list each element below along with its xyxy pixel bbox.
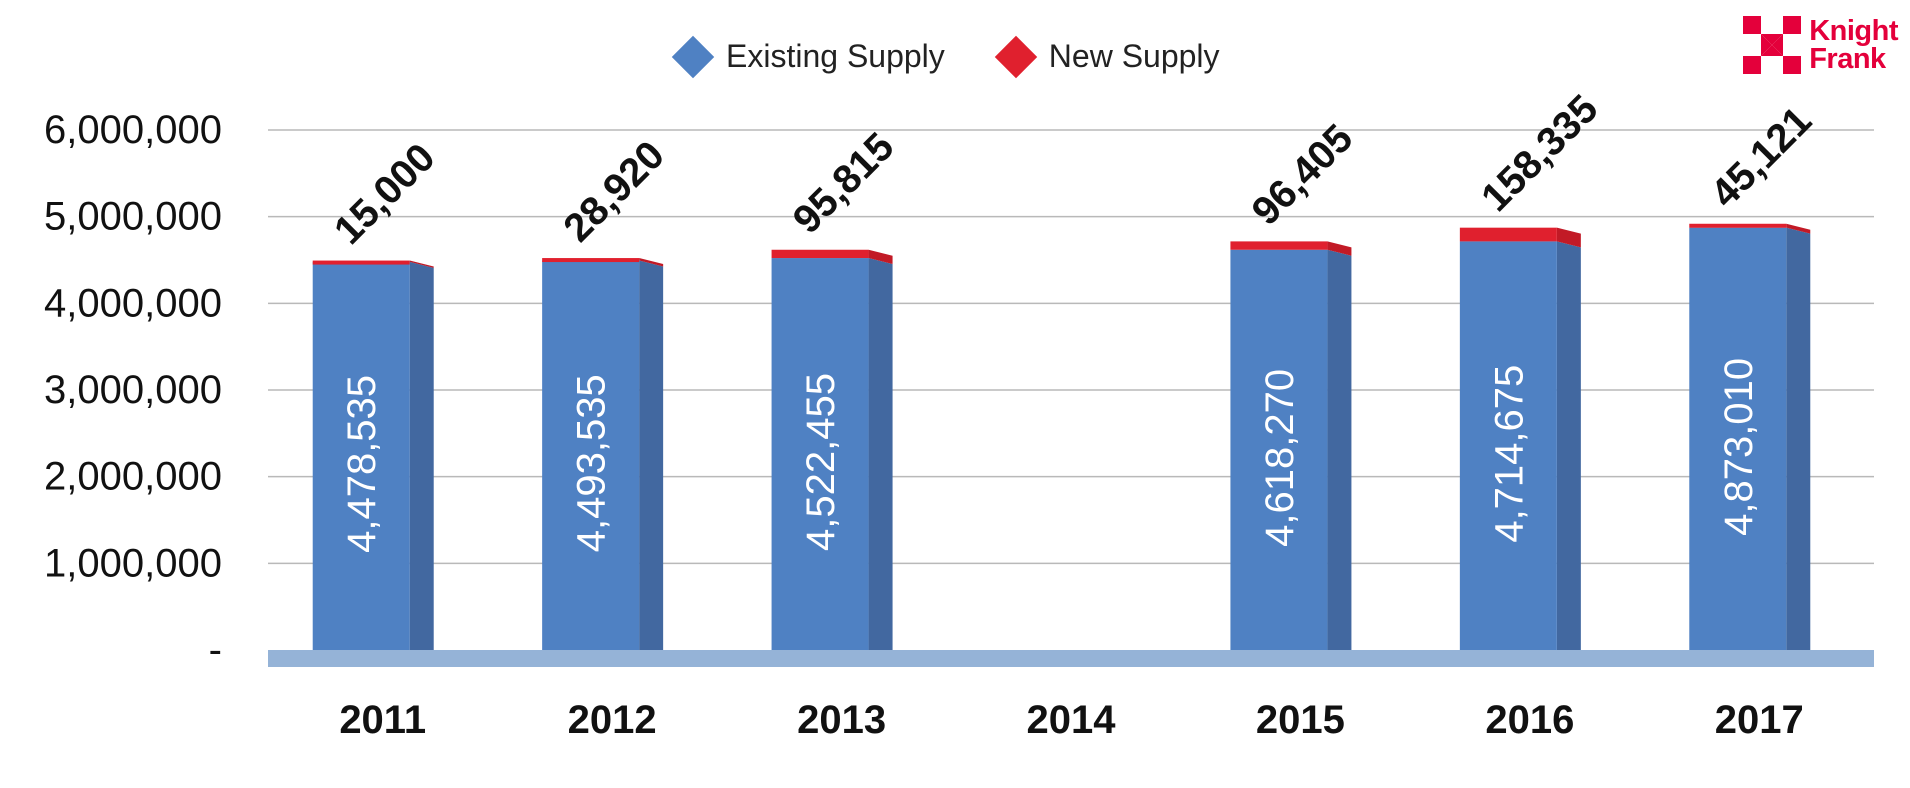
logo-text: Knight Frank <box>1809 15 1898 75</box>
new-supply-marker-icon <box>994 35 1037 78</box>
y-tick-label: 3,000,000 <box>44 368 222 412</box>
existing-supply-bar-side <box>1556 241 1581 650</box>
existing-supply-bar <box>1230 249 1328 650</box>
existing-supply-bar-side <box>639 260 664 650</box>
existing-supply-bar-side <box>409 261 434 650</box>
new-supply-bar-side <box>1556 227 1581 248</box>
x-tick-label: 2013 <box>797 698 886 742</box>
new-supply-value-label: 45,121 <box>1703 99 1821 217</box>
legend-item-existing-supply: Existing Supply <box>671 35 945 78</box>
existing-supply-bar <box>1459 241 1557 650</box>
x-tick-label: 2016 <box>1485 698 1574 742</box>
y-tick-label: 2,000,000 <box>44 455 222 499</box>
existing-supply-value-label: 4,493,535 <box>570 374 614 552</box>
chart-legend: Existing Supply New Supply <box>671 35 1220 78</box>
logo-text-line-2: Frank <box>1809 43 1886 75</box>
existing-supply-bar <box>542 260 640 650</box>
x-tick-label: 2011 <box>339 698 426 742</box>
new-supply-value-label: 95,815 <box>785 124 903 242</box>
chart-base-floor <box>268 650 1874 667</box>
existing-supply-value-label: 4,714,675 <box>1487 365 1531 543</box>
new-supply-value-label: 15,000 <box>326 135 444 253</box>
new-supply-value-label: 158,335 <box>1473 87 1606 220</box>
x-tick-label: 2012 <box>568 698 657 742</box>
new-supply-bar-side <box>1786 223 1811 234</box>
new-supply-bar-side <box>1327 241 1352 256</box>
existing-supply-bar-side <box>1327 249 1352 650</box>
existing-supply-value-label: 4,618,270 <box>1258 369 1302 547</box>
existing-supply-bar <box>1689 227 1787 650</box>
x-tick-label: 2017 <box>1715 698 1804 742</box>
existing-supply-value-label: 4,522,455 <box>799 373 843 551</box>
new-supply-value-label: 28,920 <box>555 133 673 251</box>
existing-supply-value-label: 4,873,010 <box>1717 358 1761 536</box>
logo-text-line-1: Knight <box>1809 15 1898 47</box>
existing-supply-marker-icon <box>671 35 715 78</box>
y-tick-label: - <box>209 628 222 672</box>
new-supply-bar <box>1230 241 1328 250</box>
legend-label-existing-supply: Existing Supply <box>726 38 945 74</box>
new-supply-bar-side <box>639 258 664 267</box>
existing-supply-value-label: 4,478,535 <box>340 375 384 553</box>
new-supply-bar <box>1459 227 1557 242</box>
x-tick-label: 2015 <box>1256 698 1345 742</box>
logo-mark-icon <box>1743 16 1802 74</box>
y-tick-label: 5,000,000 <box>44 195 222 239</box>
new-supply-bar <box>771 249 869 259</box>
existing-supply-bar-side <box>868 258 893 650</box>
y-tick-label: 4,000,000 <box>44 281 222 325</box>
x-tick-label: 2014 <box>1027 698 1117 742</box>
new-supply-bar <box>542 258 640 263</box>
legend-label-new-supply: New Supply <box>1048 38 1220 74</box>
new-supply-bar-side <box>409 260 434 268</box>
legend-item-new-supply: New Supply <box>994 35 1220 78</box>
y-tick-label: 6,000,000 <box>44 108 222 152</box>
new-supply-bar <box>1689 223 1787 228</box>
new-supply-bar <box>312 260 410 265</box>
existing-supply-bar <box>771 258 869 650</box>
existing-supply-bar <box>312 261 410 650</box>
new-supply-bar-side <box>868 249 893 265</box>
existing-supply-bar-side <box>1786 227 1811 650</box>
knight-frank-logo: Knight Frank <box>1743 16 1898 74</box>
y-tick-label: 1,000,000 <box>44 541 222 585</box>
